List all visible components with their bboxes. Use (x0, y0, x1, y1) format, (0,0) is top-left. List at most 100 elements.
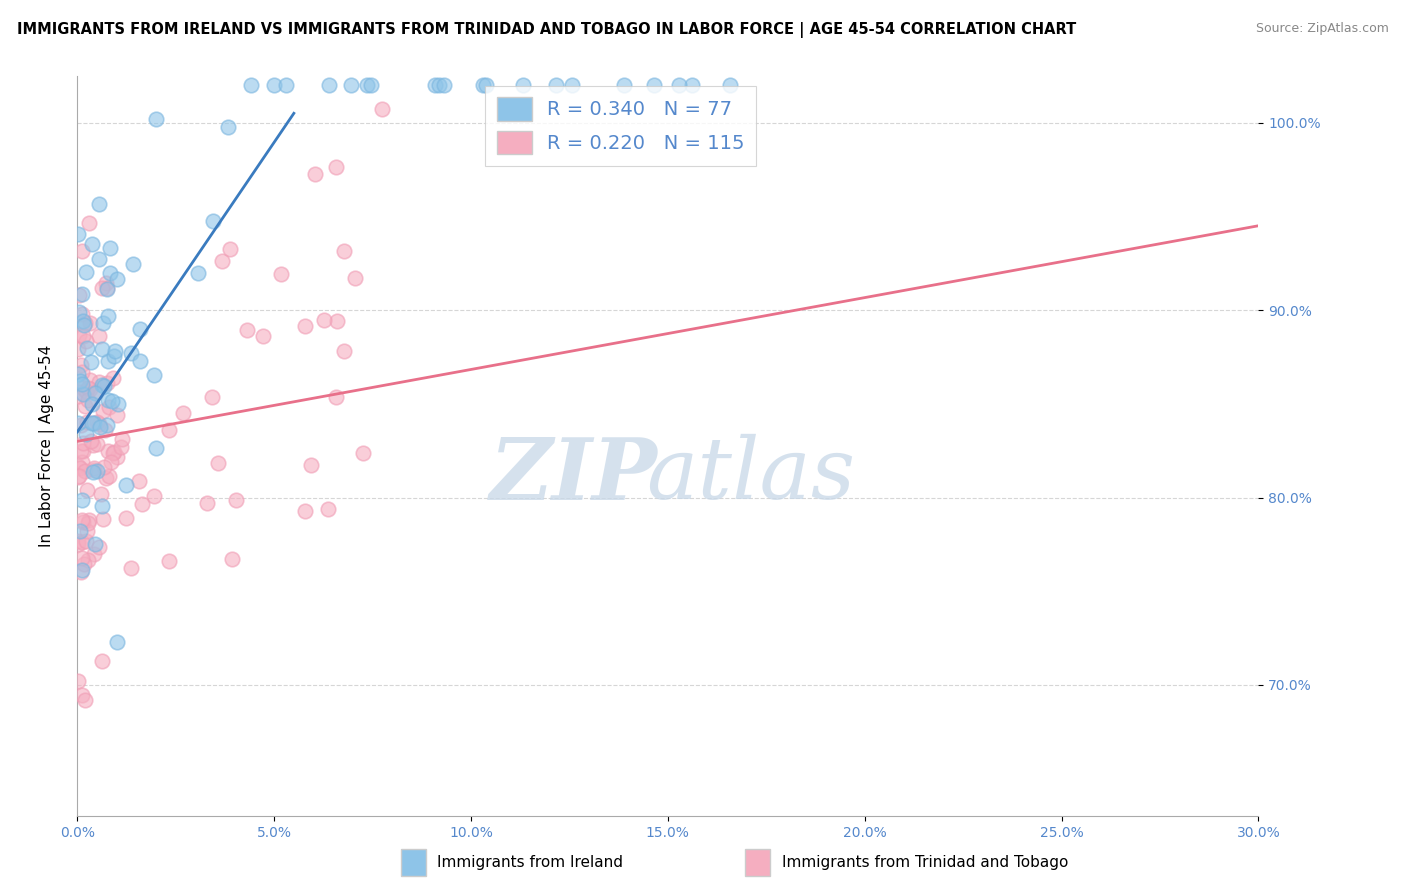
Point (94, 423, 117, 437)
Point (82, 237, 104, 252)
Point (69, 417, 91, 432)
Point (318, 78, 340, 93)
Point (70, 244, 93, 258)
Point (66, 389, 89, 403)
FancyBboxPatch shape (745, 849, 770, 876)
Point (72, 443, 94, 458)
Point (67, 416, 90, 430)
Point (157, 554, 180, 568)
Point (512, 78, 534, 93)
Point (79, 373, 101, 387)
Point (72, 535, 94, 549)
Point (75, 384, 97, 399)
Point (80, 434, 103, 449)
Point (325, 160, 347, 174)
Point (91, 512, 114, 526)
Point (66, 458, 89, 473)
FancyBboxPatch shape (401, 849, 426, 876)
Point (67, 469, 90, 483)
Point (69, 358, 91, 372)
Point (263, 78, 285, 93)
Point (77, 553, 100, 567)
Point (274, 78, 297, 93)
Point (110, 441, 132, 455)
Point (69, 443, 91, 458)
Point (211, 254, 233, 268)
Point (103, 445, 125, 459)
Point (97, 443, 120, 458)
Point (98, 241, 121, 255)
Text: Immigrants from Trinidad and Tobago: Immigrants from Trinidad and Tobago (782, 855, 1069, 870)
Point (76, 416, 98, 430)
Point (718, 78, 741, 93)
Point (98, 266, 121, 280)
Point (90, 342, 112, 356)
Point (427, 78, 450, 93)
Point (91, 316, 114, 330)
Point (105, 272, 128, 286)
Point (90, 487, 112, 501)
Point (145, 112, 167, 126)
Point (70, 287, 93, 301)
Text: Source: ZipAtlas.com: Source: ZipAtlas.com (1256, 22, 1389, 36)
Point (72, 513, 94, 527)
Point (73, 318, 96, 332)
Point (294, 504, 316, 518)
Point (87, 417, 110, 431)
Point (643, 78, 665, 93)
Point (70, 455, 93, 469)
Point (69, 288, 91, 302)
Point (433, 78, 456, 93)
Point (70, 566, 93, 580)
Point (325, 390, 347, 404)
Text: ZIP: ZIP (489, 434, 657, 517)
Point (105, 635, 128, 649)
Point (107, 397, 129, 411)
Point (87, 197, 110, 211)
Point (83, 463, 105, 477)
Point (371, 102, 394, 116)
Point (83, 461, 105, 475)
Point (75, 316, 97, 330)
Legend: R = 0.340   N = 77, R = 0.220   N = 115: R = 0.340 N = 77, R = 0.220 N = 115 (485, 86, 756, 166)
Point (252, 329, 274, 343)
Point (84, 537, 107, 551)
Point (76, 341, 98, 355)
Point (472, 78, 495, 93)
Point (96, 376, 118, 390)
Point (96, 471, 118, 485)
Point (87, 540, 110, 554)
Point (240, 78, 263, 93)
Point (67, 227, 90, 241)
Point (72, 365, 94, 379)
Point (96, 280, 118, 294)
Point (197, 495, 219, 509)
Point (91, 404, 114, 418)
Point (77, 393, 100, 408)
Point (681, 78, 703, 93)
Point (333, 244, 356, 258)
Point (115, 477, 138, 491)
Point (76, 483, 98, 498)
Point (82, 438, 104, 452)
Point (80, 397, 103, 411)
Point (69, 384, 91, 399)
Point (299, 458, 322, 472)
Point (475, 78, 498, 93)
Point (84, 384, 107, 399)
Point (97, 392, 120, 407)
Point (73, 399, 96, 413)
Point (91, 499, 114, 513)
Point (70, 376, 93, 391)
Point (72, 386, 94, 401)
Point (207, 456, 229, 470)
Point (120, 346, 142, 360)
Point (79, 382, 101, 396)
Point (201, 391, 224, 405)
Point (96, 282, 118, 296)
Point (84, 386, 107, 401)
Point (225, 492, 247, 507)
Point (72, 328, 94, 343)
Point (96, 418, 118, 433)
Point (77, 216, 100, 230)
